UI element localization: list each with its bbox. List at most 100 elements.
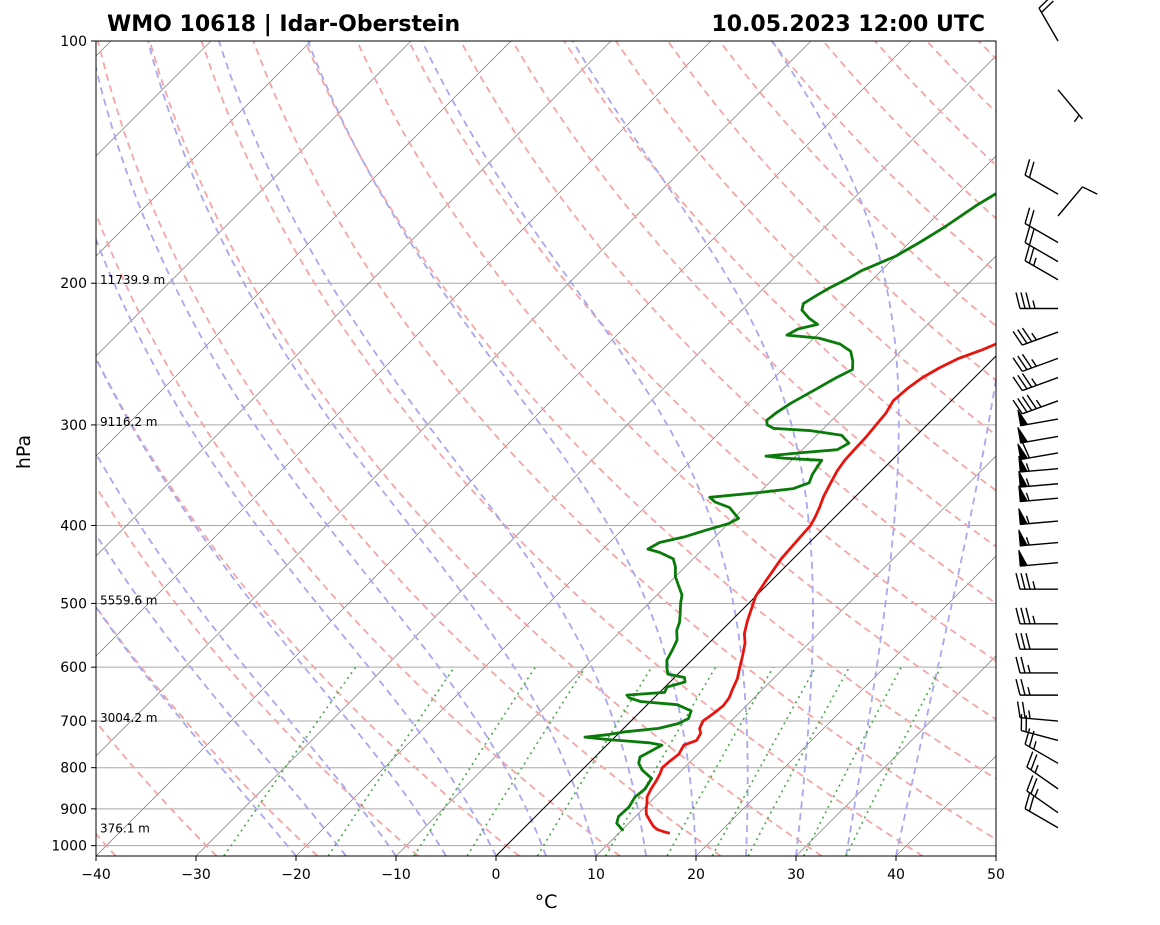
wind-barb-full <box>1021 373 1033 388</box>
dry-adiabat-20 <box>97 41 722 856</box>
wind-barb-half <box>1034 788 1039 797</box>
wind-barb-0 <box>1038 0 1059 42</box>
isotherm--90 <box>96 41 412 357</box>
isotherm--100 <box>96 41 312 257</box>
wind-barb-shaft <box>1024 222 1059 244</box>
mixing-ratio-lines <box>223 666 942 856</box>
wind-barb-half <box>1027 664 1031 674</box>
dry-adiabat--10 <box>96 484 419 856</box>
wind-barb-full <box>1025 633 1031 650</box>
isotherm--20 <box>295 155 996 856</box>
wind-barb-half <box>1027 686 1031 696</box>
wind-barb-full <box>1020 292 1026 309</box>
mixing-ratio-28 <box>802 666 902 856</box>
wind-barb-full <box>1021 327 1033 343</box>
wind-barb-full <box>1015 607 1021 624</box>
dry-adiabat--30 <box>96 720 218 856</box>
wind-barb-full <box>1020 678 1026 696</box>
wind-barb-15 <box>1018 455 1059 473</box>
wind-barb-25 <box>1015 678 1058 696</box>
wind-barb-flag <box>1018 529 1028 547</box>
moist-adiabat-10 <box>147 41 597 856</box>
wind-barb-shaft <box>1024 808 1059 829</box>
wind-barb-20 <box>1018 549 1059 567</box>
height-label-4: 376.1 m <box>100 821 150 835</box>
wind-barb-flag <box>1017 426 1029 444</box>
wind-barb-half <box>1073 114 1080 123</box>
wind-barb-23 <box>1015 633 1058 650</box>
wind-barb-half <box>1032 300 1036 309</box>
wind-barb-full <box>1012 357 1023 372</box>
plot-area <box>96 41 996 856</box>
wind-barb-9 <box>1012 353 1059 373</box>
isotherm--50 <box>96 41 812 757</box>
wind-barb-full <box>1012 399 1023 415</box>
wind-barb-full <box>1015 633 1021 650</box>
wind-barb-7 <box>1015 292 1058 310</box>
wind-barb-flag <box>1018 470 1028 488</box>
wind-barb-flag <box>1017 409 1029 427</box>
wind-barb-shaft <box>1057 89 1083 120</box>
wind-barb-14 <box>1017 442 1059 461</box>
wind-barb-full <box>1015 573 1021 590</box>
wind-barb-flag <box>1018 485 1028 503</box>
wind-barb-full <box>1020 607 1026 624</box>
mixing-ratio-2 <box>413 666 536 856</box>
wind-barb-21 <box>1015 573 1058 590</box>
wind-barb-full <box>1030 778 1038 795</box>
wind-barb-full <box>1015 292 1021 309</box>
isotherm--70 <box>96 41 612 557</box>
mixing-ratio-1 <box>327 666 455 856</box>
x-tick-label--40: −40 <box>81 867 111 883</box>
wind-barb-11 <box>1012 394 1059 415</box>
dry-adiabat-90 <box>459 41 996 605</box>
wind-barb-shaft <box>1038 7 1059 42</box>
wind-barb-shaft <box>1026 790 1059 814</box>
wind-barb-full <box>1017 355 1028 371</box>
mixing-ratio-0.4 <box>223 666 357 856</box>
y-tick-label-1000: 1000 <box>51 839 87 855</box>
wind-barb-shaft <box>1022 331 1059 346</box>
wind-barb-full <box>1025 573 1031 590</box>
wind-barb-full <box>1020 573 1026 590</box>
wind-barb-full <box>1024 728 1031 745</box>
wind-barb-full <box>1028 795 1035 812</box>
moist-adiabat--15 <box>96 533 347 856</box>
wind-barb-half <box>1025 537 1030 546</box>
wind-barb-full <box>1020 633 1026 650</box>
x-tick-label--30: −30 <box>181 867 211 883</box>
y-tick-label-700: 700 <box>60 714 87 730</box>
wind-barb-24 <box>1015 656 1058 674</box>
wind-barb-half <box>1028 710 1031 719</box>
wind-barb-full <box>1026 751 1034 768</box>
height-label-0: 11739.9 m <box>100 273 165 287</box>
profiles <box>583 192 996 835</box>
x-tick-label-20: 20 <box>687 867 705 883</box>
x-tick-label-50: 50 <box>987 867 1005 883</box>
moist-adiabat-30 <box>571 41 814 856</box>
wind-barb-12 <box>1017 409 1059 427</box>
wind-barb-18 <box>1018 508 1059 526</box>
wind-barb-28 <box>1024 728 1059 764</box>
isotherm--40 <box>96 41 912 856</box>
wind-barb-22 <box>1015 607 1058 625</box>
wind-barb-full <box>1015 678 1021 696</box>
wind-barb-shaft <box>1024 242 1059 263</box>
wind-barb-flag <box>1018 455 1028 473</box>
wind-barb-half <box>1035 399 1042 408</box>
wind-barb-full <box>1026 394 1037 410</box>
wind-barb-shaft <box>1024 174 1059 195</box>
wind-barb-full <box>1024 244 1031 261</box>
wind-barb-half <box>1032 581 1036 590</box>
wind-barb-shaft <box>1024 260 1059 281</box>
x-tick-label--20: −20 <box>281 867 311 883</box>
moist-adiabat-15 <box>218 41 647 856</box>
y-tick-label-300: 300 <box>60 418 87 434</box>
wind-barb-shaft <box>1024 743 1059 764</box>
wind-barb-full <box>1028 229 1035 246</box>
moist-adiabat-5 <box>96 64 547 856</box>
wind-barb-5 <box>1024 226 1059 263</box>
wind-barb-full <box>1038 0 1049 9</box>
isotherm-zero <box>495 355 996 856</box>
